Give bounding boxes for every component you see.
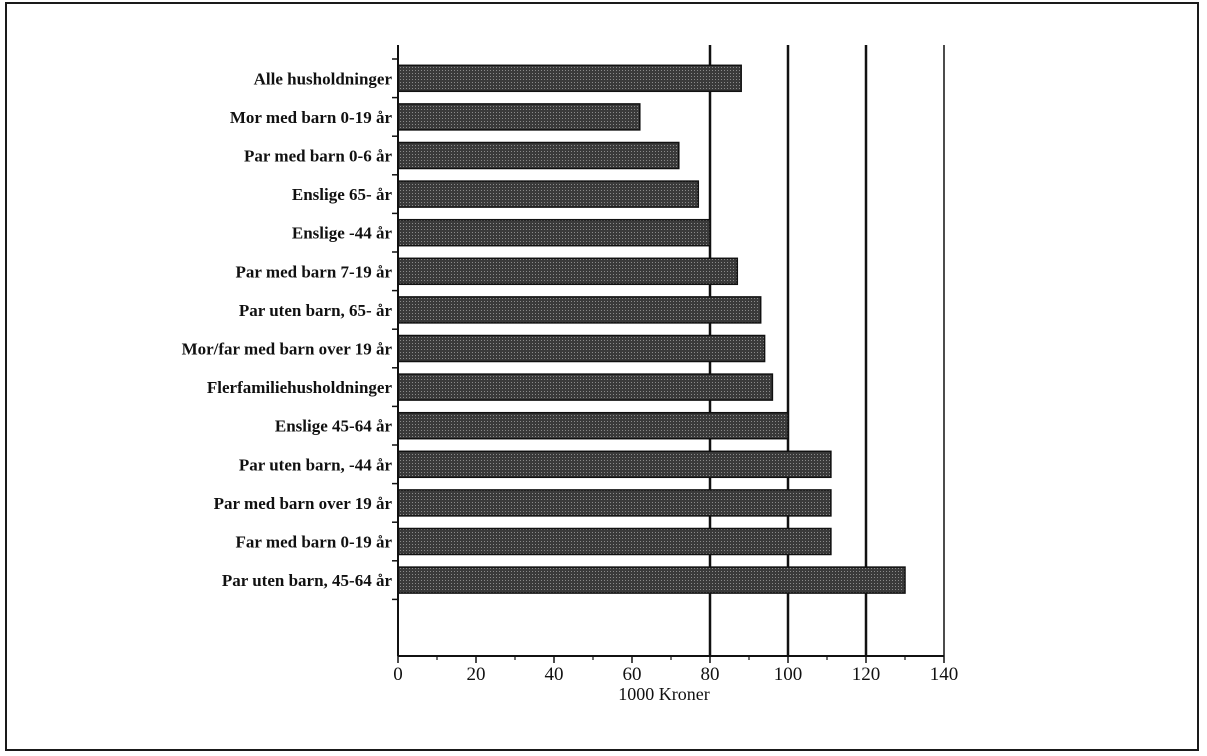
x-tick-label-120: 120 bbox=[852, 664, 881, 685]
bar-8 bbox=[397, 373, 774, 401]
bar-6 bbox=[397, 296, 762, 324]
x-tick-label-140: 140 bbox=[930, 664, 959, 685]
category-label-0: Alle husholdninger bbox=[254, 69, 393, 88]
category-labels: Alle husholdninger Mor med barn 0-19 år Pa… bbox=[182, 69, 393, 590]
category-label-8: Flerfamiliehusholdninger bbox=[207, 378, 393, 397]
x-tick-label-20: 20 bbox=[467, 664, 486, 685]
x-tick-label-40: 40 bbox=[545, 664, 564, 685]
category-label-11: Par med barn over 19 år bbox=[214, 494, 393, 513]
x-axis bbox=[392, 45, 945, 663]
category-label-12: Far med barn 0-19 år bbox=[236, 533, 393, 552]
bar-10 bbox=[397, 450, 832, 479]
category-label-9: Enslige 45-64 år bbox=[275, 417, 393, 436]
bar-0 bbox=[397, 64, 742, 93]
x-tick-label-100: 100 bbox=[774, 664, 803, 685]
category-label-13: Par uten barn, 45-64 år bbox=[222, 571, 393, 590]
bar-3 bbox=[397, 180, 700, 208]
category-label-5: Par med barn 7-19 år bbox=[236, 262, 393, 281]
category-label-3: Enslige 65- år bbox=[292, 185, 393, 204]
bar-11 bbox=[397, 489, 832, 517]
x-tick-label-80: 80 bbox=[701, 664, 720, 685]
category-label-1: Mor med barn 0-19 år bbox=[230, 108, 393, 127]
bar-2 bbox=[397, 141, 680, 170]
bar-13 bbox=[397, 566, 906, 594]
category-label-2: Par med barn 0-6 år bbox=[244, 147, 392, 166]
x-axis-title: 1000 Kroner bbox=[618, 684, 709, 704]
category-label-10: Par uten barn, -44 år bbox=[239, 455, 393, 474]
bar-4 bbox=[397, 218, 711, 247]
category-label-4: Enslige -44 år bbox=[292, 224, 393, 243]
bar-9 bbox=[397, 411, 789, 440]
category-label-7: Mor/far med barn over 19 år bbox=[182, 340, 393, 359]
bar-7 bbox=[397, 334, 766, 363]
category-label-6: Par uten barn, 65- år bbox=[239, 301, 393, 320]
tick-labels: 0 20 40 60 80 100 120 140 bbox=[393, 664, 958, 685]
x-tick-label-60: 60 bbox=[623, 664, 642, 685]
x-tick-label-0: 0 bbox=[393, 664, 403, 685]
bars bbox=[397, 64, 906, 594]
bar-12 bbox=[397, 527, 832, 556]
bar-5 bbox=[397, 257, 739, 286]
bar-1 bbox=[397, 103, 641, 131]
